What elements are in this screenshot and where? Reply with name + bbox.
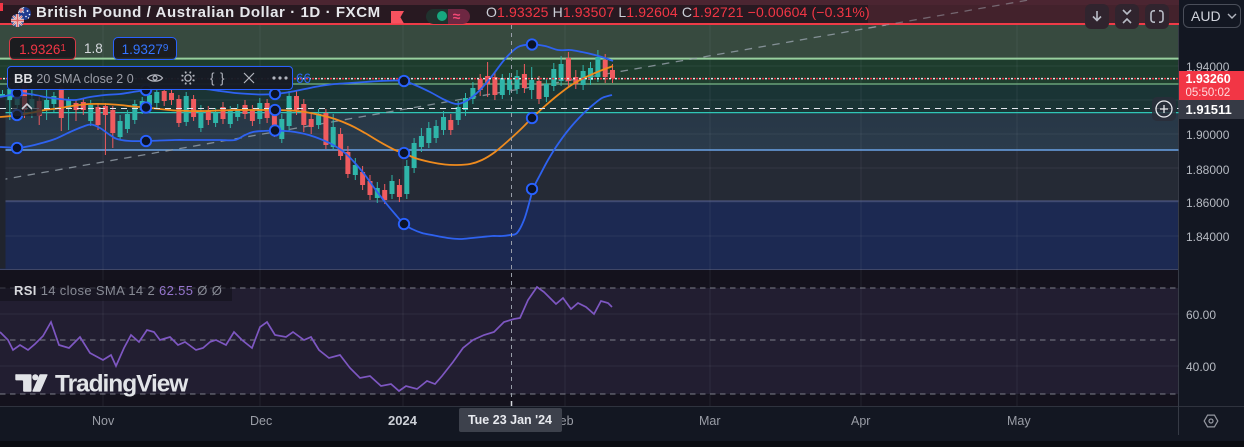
svg-text:}: }: [220, 71, 225, 86]
svg-text:TradingView: TradingView: [55, 371, 189, 398]
svg-text:{: {: [210, 71, 215, 86]
